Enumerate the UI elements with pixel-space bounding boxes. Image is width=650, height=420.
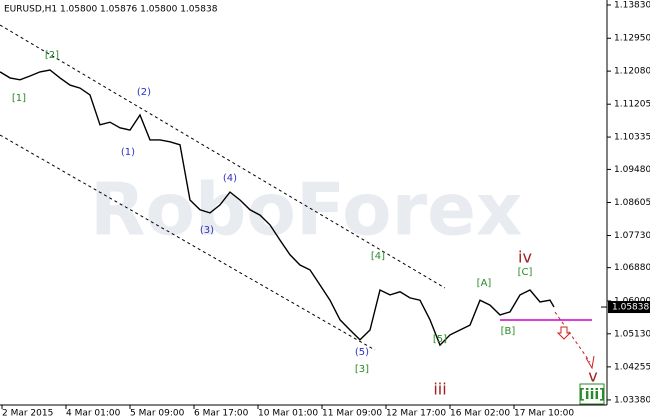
y-tick-label: 1.10335: [614, 133, 650, 143]
wave-label: [iii]: [578, 387, 605, 403]
wave-label: [1]: [12, 93, 26, 104]
wave-label: (1): [121, 147, 135, 158]
y-tick-label: 1.04255: [614, 362, 650, 372]
watermark: RoboForex: [90, 168, 522, 252]
wave-label: v: [588, 367, 597, 386]
y-tick-label: 1.11205: [614, 100, 650, 110]
price-line: [0, 69, 555, 347]
y-tick-label: 1.12950: [614, 34, 650, 44]
wave-label: [B]: [501, 326, 516, 337]
y-tick-label: 1.12080: [614, 67, 650, 77]
last-price-label: 1.05838: [612, 303, 649, 313]
x-tick-label: 5 Mar 09:00: [130, 409, 185, 419]
y-tick-label: 1.07730: [614, 231, 650, 241]
y-tick-label: 1.13830: [614, 0, 650, 10]
x-tick-label: 16 Mar 02:00: [450, 409, 510, 419]
wave-label: [3]: [355, 364, 369, 375]
wave-label: (2): [137, 87, 151, 98]
x-tick-label: 12 Mar 17:00: [386, 409, 446, 419]
y-tick-label: 1.05130: [614, 329, 650, 339]
x-tick-label: 10 Mar 01:00: [258, 409, 318, 419]
down-arrow-icon: [556, 326, 572, 340]
x-tick-label: 17 Mar 10:00: [514, 409, 574, 419]
y-tick-label: 1.09480: [614, 165, 650, 175]
last-price-box: [608, 301, 650, 314]
wave-label: [C]: [518, 267, 533, 278]
y-tick-label: 1.06880: [614, 263, 650, 273]
y-tick-label: 1.03380: [614, 395, 650, 405]
wave-label: [5]: [433, 334, 447, 345]
wave-label: (5): [355, 347, 369, 358]
wave-label: iii: [433, 380, 446, 399]
wave-label: (3): [200, 225, 214, 236]
x-tick-label: 4 Mar 01:00: [66, 409, 121, 419]
wave-label: [A]: [477, 278, 492, 289]
x-tick-label: 11 Mar 09:00: [322, 409, 382, 419]
channel-lower: [0, 134, 376, 351]
x-tick-label: 2 Mar 2015: [2, 409, 53, 419]
x-tick-label: 6 Mar 17:00: [194, 409, 249, 419]
wave-label: (4): [223, 173, 237, 184]
wave-box: [579, 383, 605, 405]
wave-label: [2]: [45, 50, 59, 61]
wave-label: iv: [518, 248, 532, 267]
forecast-arrowhead: [585, 355, 595, 370]
chart-title: EURUSD,H1 1.05800 1.05876 1.05800 1.0583…: [4, 5, 218, 15]
y-tick-label: 1.08605: [614, 198, 650, 208]
forecast-arrow: [554, 311, 591, 363]
channel-upper: [0, 24, 446, 289]
wave-label: [4]: [371, 251, 385, 262]
